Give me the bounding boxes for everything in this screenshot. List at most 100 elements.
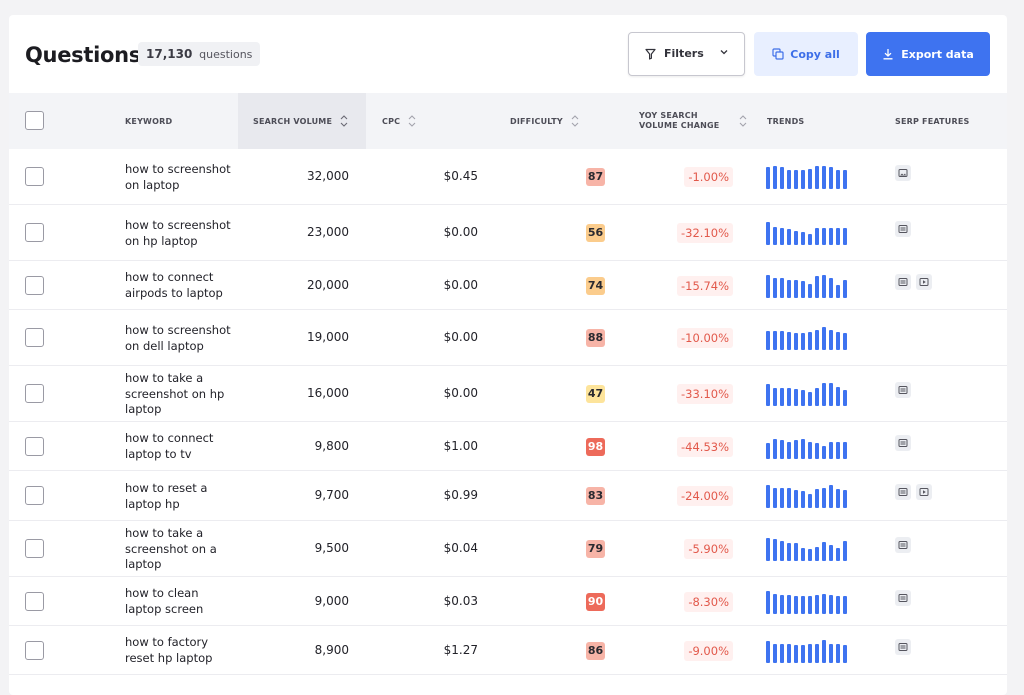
video-icon[interactable] bbox=[916, 273, 932, 290]
column-search-volume[interactable]: SEARCH VOLUME bbox=[238, 93, 366, 149]
trend-bar bbox=[780, 488, 784, 508]
trend-bar bbox=[836, 643, 840, 663]
trend-bar bbox=[801, 280, 805, 298]
row-checkbox[interactable] bbox=[25, 167, 44, 186]
serp-features bbox=[895, 165, 911, 181]
serp-features bbox=[895, 273, 932, 290]
video-icon[interactable] bbox=[916, 484, 932, 500]
trend-bar bbox=[843, 279, 847, 298]
cpc-value: $0.00 bbox=[443, 386, 478, 400]
table-row[interactable]: how to reset a laptop hp 9,700 $0.99 83 -24.… bbox=[9, 471, 1007, 521]
trend-bar bbox=[801, 595, 805, 614]
table-row[interactable]: how to connect laptop to tv 9,800 $1.00 98 -… bbox=[9, 422, 1007, 471]
list-icon[interactable] bbox=[895, 273, 911, 290]
trend-bar bbox=[773, 539, 777, 561]
keyword-link[interactable]: how to connect laptop to tv bbox=[125, 431, 214, 461]
trend-bar bbox=[766, 331, 770, 350]
trend-bar bbox=[815, 275, 819, 298]
table-body: how to screenshot on laptop 32,000 $0.45 87… bbox=[9, 149, 1007, 675]
trend-bar bbox=[787, 279, 791, 298]
trend-bar bbox=[787, 643, 791, 663]
column-keyword[interactable]: KEYWORD bbox=[125, 116, 173, 126]
trend-bar bbox=[773, 643, 777, 663]
keyword-link[interactable]: how to screenshot on dell laptop bbox=[125, 323, 231, 353]
row-checkbox[interactable] bbox=[25, 384, 44, 403]
trend-bar bbox=[836, 332, 840, 350]
row-checkbox[interactable] bbox=[25, 539, 44, 558]
filter-icon bbox=[645, 48, 656, 60]
table-row[interactable]: how to screenshot on laptop 32,000 $0.45 87… bbox=[9, 149, 1007, 205]
keyword-link[interactable]: how to take a screenshot on a laptop bbox=[125, 526, 217, 571]
list-icon[interactable] bbox=[895, 537, 911, 553]
export-data-button[interactable]: Export data bbox=[866, 32, 990, 76]
trend-bar bbox=[836, 170, 840, 189]
trend-bar bbox=[801, 644, 805, 663]
list-icon[interactable] bbox=[895, 484, 911, 500]
trend-bar bbox=[829, 277, 833, 298]
trend-sparkline bbox=[766, 639, 847, 663]
keyword-link[interactable]: how to screenshot on laptop bbox=[125, 162, 231, 192]
trend-bar bbox=[773, 227, 777, 245]
table-row[interactable]: how to factory reset hp laptop 8,900 $1.27… bbox=[9, 626, 1007, 675]
table-row[interactable]: how to connect airpods to laptop 20,000 $0… bbox=[9, 261, 1007, 310]
row-checkbox[interactable] bbox=[25, 328, 44, 347]
table-row[interactable]: how to screenshot on hp laptop 23,000 $0.0… bbox=[9, 205, 1007, 261]
trend-bar bbox=[766, 538, 770, 561]
column-difficulty[interactable]: DIFFICULTY bbox=[510, 93, 579, 149]
trend-bar bbox=[801, 333, 805, 350]
row-checkbox[interactable] bbox=[25, 223, 44, 242]
table-row[interactable]: how to take a screenshot on a laptop 9,50… bbox=[9, 521, 1007, 577]
keyword-link[interactable]: how to take a screenshot on hp laptop bbox=[125, 371, 225, 416]
trend-bar bbox=[801, 548, 805, 561]
list-icon[interactable] bbox=[895, 382, 911, 398]
table-row[interactable]: how to take a screenshot on hp laptop 16,… bbox=[9, 366, 1007, 422]
row-checkbox[interactable] bbox=[25, 436, 44, 456]
trend-bar bbox=[773, 166, 777, 189]
trend-bar bbox=[808, 283, 812, 298]
list-icon[interactable] bbox=[895, 638, 911, 655]
trend-bar bbox=[780, 388, 784, 406]
keyword-link[interactable]: how to factory reset hp laptop bbox=[125, 635, 213, 665]
column-cpc[interactable]: CPC bbox=[382, 93, 416, 149]
keyword-link[interactable]: how to reset a laptop hp bbox=[125, 481, 208, 511]
trend-bar bbox=[815, 594, 819, 614]
select-all-checkbox[interactable] bbox=[25, 111, 44, 130]
filters-dropdown[interactable]: Filters bbox=[628, 32, 745, 76]
table-row[interactable]: how to clean laptop screen 9,000 $0.03 90 -8… bbox=[9, 577, 1007, 626]
keyword-link[interactable]: how to screenshot on hp laptop bbox=[125, 218, 231, 248]
row-checkbox[interactable] bbox=[25, 591, 44, 611]
trend-bar bbox=[794, 543, 798, 561]
difficulty-badge: 88 bbox=[586, 329, 605, 347]
column-yoy-change[interactable]: YOY SEARCH VOLUME CHANGE bbox=[639, 93, 747, 149]
trend-bar bbox=[794, 439, 798, 459]
search-volume-value: 20,000 bbox=[307, 277, 349, 292]
list-icon[interactable] bbox=[895, 589, 911, 606]
row-checkbox[interactable] bbox=[25, 640, 44, 660]
trend-bar bbox=[766, 167, 770, 189]
trend-bar bbox=[794, 389, 798, 406]
trend-bar bbox=[787, 170, 791, 189]
row-checkbox[interactable] bbox=[25, 486, 44, 505]
image-icon[interactable] bbox=[895, 165, 911, 181]
copy-all-button[interactable]: Copy all bbox=[754, 32, 858, 76]
question-count-unit: questions bbox=[199, 48, 253, 61]
trend-bar bbox=[801, 491, 805, 508]
trend-bar bbox=[780, 331, 784, 350]
keyword-link[interactable]: how to clean laptop screen bbox=[125, 586, 204, 616]
difficulty-badge: 86 bbox=[586, 641, 605, 660]
trend-bar bbox=[822, 542, 826, 561]
column-serp-features: SERP FEATURES bbox=[895, 116, 970, 126]
keyword-link[interactable]: how to connect airpods to laptop bbox=[125, 270, 223, 300]
cpc-value: $0.99 bbox=[443, 488, 478, 502]
trend-bar bbox=[843, 441, 847, 459]
list-icon[interactable] bbox=[895, 221, 911, 237]
list-icon[interactable] bbox=[895, 434, 911, 451]
trend-bar bbox=[773, 331, 777, 350]
row-checkbox[interactable] bbox=[25, 275, 44, 295]
trend-sparkline bbox=[766, 274, 847, 298]
trend-bar bbox=[766, 485, 770, 508]
trend-sparkline bbox=[766, 537, 847, 561]
sort-icon bbox=[571, 115, 579, 127]
table-row[interactable]: how to screenshot on dell laptop 19,000 $0… bbox=[9, 310, 1007, 366]
search-volume-value: 23,000 bbox=[307, 225, 349, 239]
